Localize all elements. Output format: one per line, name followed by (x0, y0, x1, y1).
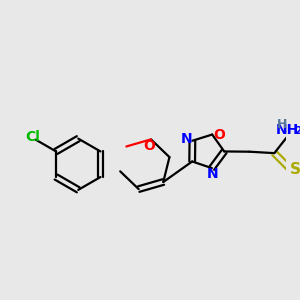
Text: N: N (207, 167, 219, 182)
Text: O: O (144, 139, 155, 153)
Text: H: H (277, 118, 287, 130)
Text: O: O (213, 128, 225, 142)
Text: N: N (180, 132, 192, 146)
Text: S: S (290, 162, 300, 177)
Text: Cl: Cl (25, 130, 40, 145)
Text: NH: NH (276, 123, 299, 137)
Text: 2: 2 (294, 127, 300, 136)
